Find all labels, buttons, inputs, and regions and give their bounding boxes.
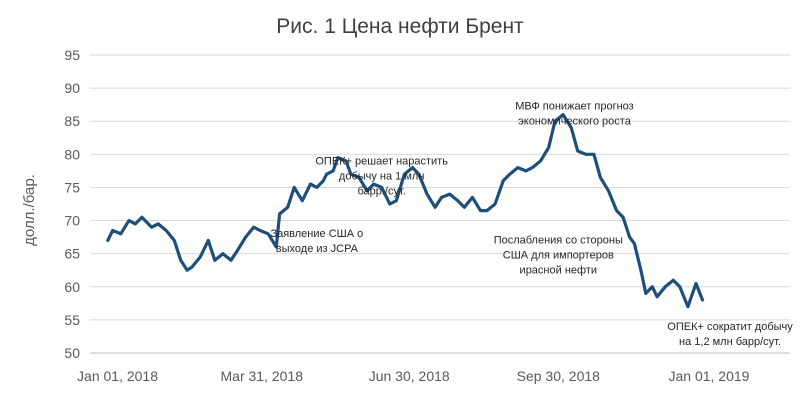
annotation-line: ОПЕК+ сократит добычу (667, 321, 793, 333)
annotation-line: Послабления со стороны (494, 235, 623, 247)
annotation-line: на 1,2 млн барр/сут. (679, 336, 781, 348)
y-tick-label: 80 (64, 146, 80, 162)
x-tick-label: Jan 01, 2018 (77, 368, 158, 384)
annotation-line: добычу на 1 млн (339, 170, 425, 182)
annotation-line: США для импортеров (503, 250, 614, 262)
y-tick-label: 60 (64, 279, 80, 295)
y-tick-label: 65 (64, 246, 80, 262)
chart-title: Рис. 1 Цена нефти Брент (276, 15, 524, 38)
annotation-line: выходе из JCPA (276, 243, 359, 255)
annotation-label: МВФ понижает прогноз экономического роста (515, 100, 634, 127)
annotation-line: ирасной нефти (520, 265, 597, 277)
y-tick-label: 75 (64, 179, 80, 195)
y-tick-label: 50 (64, 345, 80, 361)
x-tick-label: Jun 30, 2018 (369, 368, 450, 384)
brent-price-line (106, 112, 705, 309)
annotation-line: экономического роста (518, 115, 632, 127)
series-layer (106, 112, 705, 309)
annotation-label: ОПЕК+ сократит добычу на 1,2 млн барр/сут… (667, 321, 793, 348)
annotation-label: Заявление США о выходе из JCPA (270, 228, 363, 255)
y-tick-labels: 50 55 60 65 70 75 80 85 90 95 (64, 47, 80, 361)
gridlines (90, 54, 790, 354)
y-tick-label: 90 (64, 80, 80, 96)
x-tick-label: Mar 31, 2018 (221, 368, 304, 384)
annotation-line: ОПЕК+ решает нарастить (315, 155, 448, 167)
annotation-line: барр./сут. (357, 185, 405, 197)
y-tick-label: 85 (64, 113, 80, 129)
annotation-label: ОПЕК+ решает нарастить добычу на 1 млн бар… (315, 155, 448, 197)
annotation-line: Заявление США о (270, 228, 363, 240)
y-tick-label: 55 (64, 312, 80, 328)
annotations: ОПЕК+ решает нарастить добычу на 1 млн бар… (270, 100, 793, 348)
y-tick-label: 95 (64, 47, 80, 63)
annotation-line: МВФ понижает прогноз (515, 100, 634, 112)
x-tick-labels: Jan 01, 2018 Mar 31, 2018 Jun 30, 2018 Sep … (77, 368, 750, 384)
x-tick-label: Sep 30, 2018 (517, 368, 601, 384)
annotation-label: Послабления со стороны США для импортеров… (494, 235, 623, 277)
x-tick-label: Jan 01, 2019 (668, 368, 749, 384)
y-tick-label: 70 (64, 213, 80, 229)
y-axis-label: долл./бар. (21, 174, 38, 246)
